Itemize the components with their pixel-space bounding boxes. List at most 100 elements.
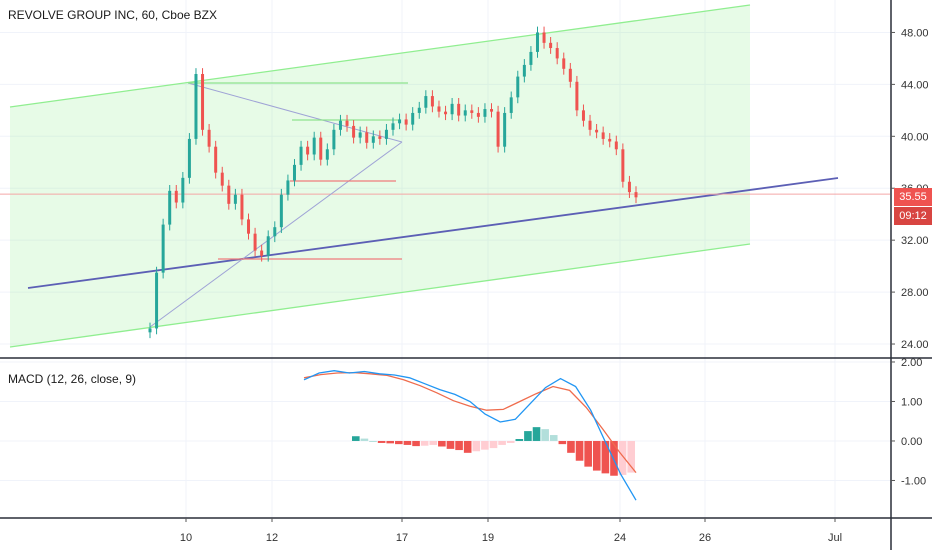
candle-69 <box>601 126 605 145</box>
candle-31 <box>352 120 356 144</box>
candle-body-1 <box>155 272 159 329</box>
candle-body-20 <box>279 194 283 228</box>
candle-body-14 <box>240 194 244 220</box>
macd-hist-bar-14 <box>472 440 481 452</box>
macd-hist-bar-1 <box>360 438 369 441</box>
macd-hist-bar-28 <box>592 440 601 471</box>
candle-body-28 <box>332 129 336 150</box>
candle-body-31 <box>352 125 356 138</box>
candle-body-41 <box>417 107 421 113</box>
candle-12 <box>227 179 231 210</box>
macd-tick-label-2: 1.00 <box>901 396 922 408</box>
candle-59 <box>535 26 539 58</box>
candle-body-46 <box>450 103 454 115</box>
macd-hist-bar-17 <box>498 440 506 445</box>
candle-27 <box>325 143 329 166</box>
candle-6 <box>187 133 191 184</box>
candle-72 <box>621 143 625 188</box>
candle-body-16 <box>253 233 257 251</box>
candle-body-49 <box>470 110 474 113</box>
macd-hist-bar-6 <box>403 440 412 445</box>
candle-39 <box>404 113 408 131</box>
candle-body-65 <box>575 81 579 111</box>
candle-body-37 <box>391 123 395 130</box>
candle-37 <box>391 117 395 136</box>
macd-hist-bar-32 <box>627 440 635 473</box>
candle-55 <box>509 91 513 119</box>
candle-70 <box>608 133 612 148</box>
candle-66 <box>581 104 585 127</box>
macd-pane <box>303 370 637 501</box>
macd-hist-bar-15 <box>481 440 489 450</box>
candle-51 <box>483 103 487 123</box>
candle-36 <box>384 123 388 145</box>
candle-body-39 <box>404 119 408 125</box>
candle-body-50 <box>476 112 480 117</box>
macd-hist-bar-25 <box>567 440 575 453</box>
candle-body-64 <box>568 68 572 82</box>
candle-body-3 <box>168 190 172 225</box>
time-tick-label-2: 17 <box>396 532 408 544</box>
candle-body-18 <box>266 236 270 256</box>
candle-body-12 <box>227 185 231 204</box>
macd-title: MACD (12, 26, close, 9) <box>8 372 137 386</box>
candle-body-9 <box>207 129 211 147</box>
candle-38 <box>398 113 402 130</box>
candle-body-74 <box>634 192 638 198</box>
candle-body-59 <box>535 32 539 52</box>
candle-9 <box>207 123 211 153</box>
candle-67 <box>588 114 592 136</box>
price-channel <box>9 4 751 348</box>
chart-title: REVOLVE GROUP INC, 60, Cboe BZX <box>8 8 217 22</box>
macd-hist-bar-30 <box>610 440 618 476</box>
candle-29 <box>338 114 342 136</box>
candle-44 <box>437 100 441 118</box>
candle-42 <box>424 90 428 114</box>
candle-4 <box>174 184 178 209</box>
candle-52 <box>490 103 494 118</box>
candle-63 <box>562 52 566 75</box>
candle-body-6 <box>187 138 191 178</box>
candle-62 <box>555 42 559 65</box>
macd-hist-bar-20 <box>524 431 532 441</box>
candle-30 <box>345 114 349 132</box>
candle-body-7 <box>194 73 198 139</box>
macd-line <box>303 370 637 501</box>
candle-46 <box>450 98 454 121</box>
candle-60 <box>542 26 546 49</box>
macd-hist-bar-4 <box>386 440 395 444</box>
macd-hist-bar-24 <box>558 440 567 445</box>
candle-body-38 <box>398 119 402 124</box>
macd-hist-bar-26 <box>575 440 584 461</box>
candle-22 <box>292 159 296 187</box>
candle-body-71 <box>614 141 618 150</box>
candle-20 <box>279 188 283 234</box>
candle-body-17 <box>260 250 264 256</box>
candle-64 <box>568 62 572 88</box>
candle-body-40 <box>411 112 415 125</box>
candle-65 <box>575 75 579 117</box>
price-tick-label-0: 24.00 <box>901 339 929 351</box>
macd-hist-bar-19 <box>515 439 524 441</box>
candle-body-73 <box>627 181 631 193</box>
candle-body-61 <box>549 42 553 49</box>
candle-10 <box>214 140 218 179</box>
macd-tick-label-1: 0.00 <box>901 436 922 448</box>
candle-48 <box>463 104 467 122</box>
price-tick-label-5: 44.00 <box>901 79 929 91</box>
candle-body-43 <box>430 96 434 107</box>
macd-hist-bar-8 <box>420 440 429 446</box>
candle-body-2 <box>161 224 165 273</box>
time-tick-label-1: 12 <box>266 532 278 544</box>
candles <box>148 26 638 339</box>
candle-body-8 <box>201 73 205 130</box>
candle-15 <box>247 213 251 240</box>
candle-28 <box>332 123 336 156</box>
candle-body-67 <box>588 120 592 130</box>
candle-body-0 <box>148 328 152 333</box>
candle-body-36 <box>384 129 388 139</box>
candle-body-42 <box>424 96 428 108</box>
candle-body-11 <box>220 172 224 186</box>
